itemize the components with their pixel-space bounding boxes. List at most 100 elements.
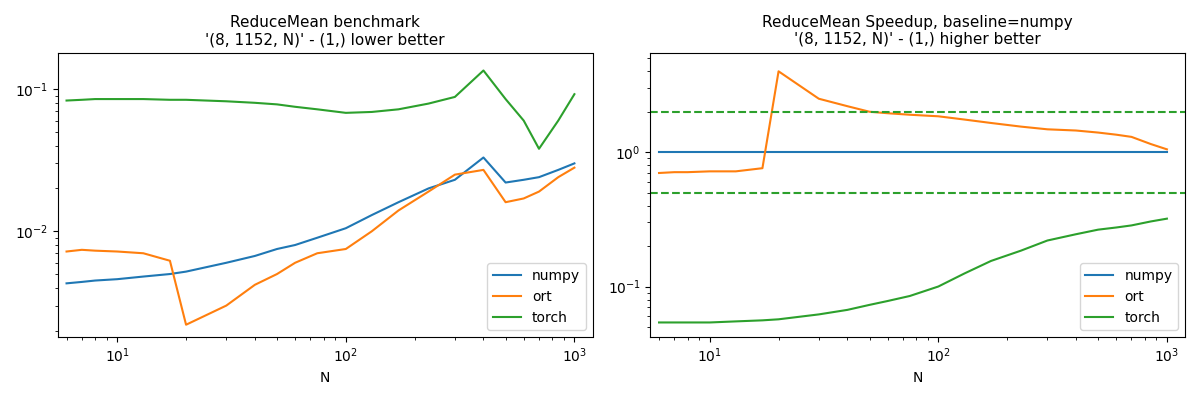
torch <box>551 118 565 123</box>
numpy <box>220 260 234 265</box>
ort <box>338 246 353 251</box>
ort <box>476 168 491 172</box>
ort <box>551 175 565 180</box>
ort <box>365 229 379 234</box>
torch <box>448 94 462 99</box>
ort <box>163 258 178 263</box>
ort <box>840 104 854 108</box>
torch <box>179 97 193 102</box>
ort <box>310 251 324 256</box>
torch <box>902 294 917 298</box>
ort <box>568 165 582 170</box>
ort <box>667 170 682 174</box>
ort <box>863 109 877 114</box>
numpy <box>365 213 379 218</box>
torch <box>840 308 854 312</box>
torch <box>863 302 877 307</box>
torch <box>516 118 530 123</box>
torch <box>310 107 324 112</box>
torch <box>338 110 353 115</box>
numpy <box>476 155 491 160</box>
torch <box>1144 219 1158 224</box>
torch <box>1124 223 1139 228</box>
ort <box>498 200 512 205</box>
numpy <box>88 278 102 283</box>
torch <box>247 100 262 105</box>
torch <box>680 320 695 325</box>
ort <box>772 69 786 74</box>
ort <box>728 169 743 174</box>
ort <box>881 111 895 116</box>
torch <box>652 320 666 325</box>
ort <box>136 251 150 256</box>
torch <box>1069 232 1084 237</box>
numpy <box>136 274 150 279</box>
torch <box>59 98 73 103</box>
ort <box>110 249 125 254</box>
torch <box>881 299 895 304</box>
torch <box>931 284 946 289</box>
torch <box>421 101 436 106</box>
torch <box>1091 227 1105 232</box>
torch <box>667 320 682 325</box>
ort <box>984 120 998 125</box>
ort <box>288 260 302 265</box>
numpy <box>310 235 324 240</box>
ort <box>74 248 89 252</box>
numpy <box>270 246 284 251</box>
ort <box>902 112 917 117</box>
torch <box>88 97 102 102</box>
numpy <box>288 243 302 248</box>
ort <box>179 322 193 327</box>
ort <box>652 170 666 175</box>
torch <box>728 319 743 324</box>
ort <box>1144 142 1158 146</box>
Line: ort: ort <box>659 71 1166 173</box>
numpy <box>421 186 436 191</box>
ort <box>421 189 436 194</box>
torch <box>811 312 826 317</box>
ort <box>702 169 716 174</box>
ort <box>1091 130 1105 135</box>
torch <box>365 110 379 114</box>
torch <box>958 271 972 276</box>
X-axis label: N: N <box>912 371 923 385</box>
torch <box>136 97 150 102</box>
ort <box>448 172 462 177</box>
torch <box>702 320 716 325</box>
torch <box>270 102 284 107</box>
torch <box>476 68 491 73</box>
ort <box>220 303 234 308</box>
torch <box>74 97 89 102</box>
numpy <box>179 269 193 274</box>
Line: torch: torch <box>659 219 1166 322</box>
Title: ReduceMean benchmark
'(8, 1152, N)' - (1,) lower better: ReduceMean benchmark '(8, 1152, N)' - (1… <box>205 15 445 47</box>
torch <box>772 317 786 322</box>
ort <box>1124 134 1139 139</box>
Line: torch: torch <box>66 70 575 149</box>
ort <box>1069 128 1084 133</box>
ort <box>958 117 972 122</box>
torch <box>755 318 769 323</box>
numpy <box>448 177 462 182</box>
numpy <box>163 272 178 276</box>
torch <box>1040 238 1055 243</box>
ort <box>59 249 73 254</box>
ort <box>270 272 284 276</box>
numpy <box>110 277 125 282</box>
torch <box>110 97 125 102</box>
numpy <box>532 175 546 180</box>
torch <box>220 99 234 104</box>
numpy <box>391 200 406 205</box>
numpy <box>498 180 512 185</box>
numpy <box>338 226 353 231</box>
numpy <box>59 281 73 286</box>
torch <box>1014 248 1028 253</box>
torch <box>163 97 178 102</box>
Title: ReduceMean Speedup, baseline=numpy
'(8, 1152, N)' - (1,) higher better: ReduceMean Speedup, baseline=numpy '(8, … <box>762 15 1073 47</box>
numpy <box>516 177 530 182</box>
torch <box>498 97 512 102</box>
ort <box>391 208 406 213</box>
ort <box>1040 127 1055 132</box>
ort <box>1159 147 1174 152</box>
